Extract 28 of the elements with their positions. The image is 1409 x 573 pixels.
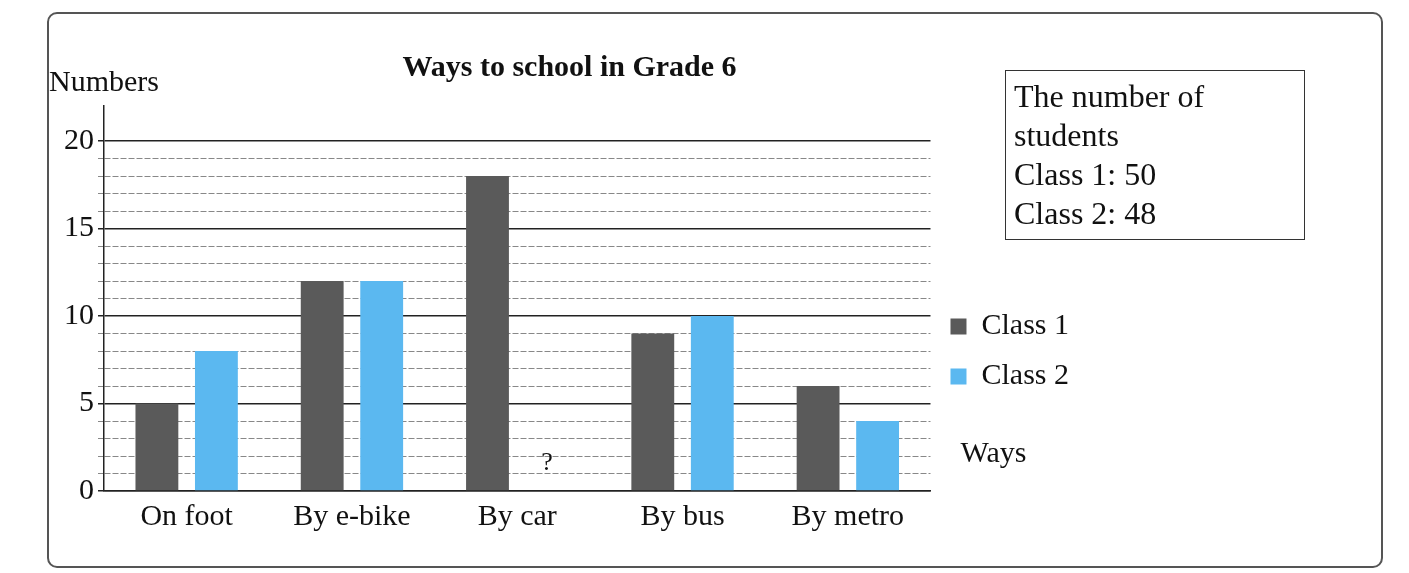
bar <box>466 176 509 491</box>
bar <box>194 351 238 491</box>
bar <box>300 281 344 491</box>
x-tick-label: On foot <box>140 497 234 531</box>
y-tick-label: 5 <box>79 384 94 418</box>
legend-label: Class 2 <box>981 357 1070 391</box>
text: Class 1: 50 <box>1014 155 1158 194</box>
y-axis-title: Numbers <box>49 63 159 97</box>
bar <box>796 386 840 491</box>
annotation: ? <box>541 446 553 476</box>
bar <box>690 316 734 491</box>
y-tick-label: 15 <box>64 209 94 243</box>
bar <box>856 421 900 491</box>
legend-label: Class 1 <box>981 307 1070 341</box>
y-tick-label: 20 <box>64 121 94 155</box>
y-tick-label: 10 <box>64 296 94 330</box>
text: The number of students <box>1014 77 1206 155</box>
x-axis-title: Ways <box>960 434 1027 468</box>
x-tick-label: By car <box>477 497 557 531</box>
x-tick-label: By metro <box>791 497 905 531</box>
y-tick-label: 0 <box>79 471 94 505</box>
x-tick-label: By bus <box>640 497 725 531</box>
bar <box>631 333 675 491</box>
x-tick-label: By e-bike <box>293 497 411 531</box>
text: Class 2: 48 <box>1014 194 1158 233</box>
chart-title: Ways to school in Grade 6 <box>402 48 737 82</box>
bar <box>360 281 404 491</box>
bar <box>135 403 179 491</box>
